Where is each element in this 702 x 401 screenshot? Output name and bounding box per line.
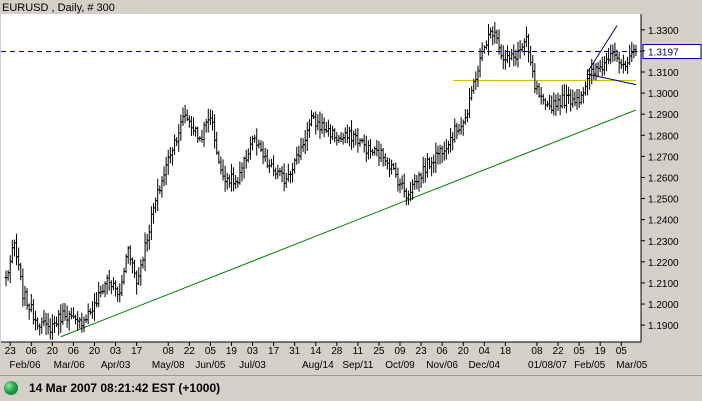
status-timestamp: 14 Mar 2007 08:21:42 EST (+1000) [29,381,221,395]
x-tick-label: 09 [394,346,406,357]
x-tick-label: 05 [574,346,586,357]
x-tick-label: 18 [500,346,512,357]
chart-title: EURUSD , Daily, # 300 [2,2,115,14]
x-month-label: Feb/05 [574,360,606,371]
price-bars [4,22,638,341]
x-tick-label: 23 [5,346,17,357]
x-month-label: Nov/06 [426,360,458,371]
y-tick-label: 1.2100 [648,279,679,290]
x-tick-label: 05 [616,346,628,357]
x-tick-label: 04 [479,346,491,357]
x-month-label: 01/08/07 [528,360,567,371]
x-tick-label: 20 [458,346,470,357]
y-tick-label: 1.3000 [648,89,679,100]
y-tick-label: 1.2500 [648,195,679,206]
x-tick-label: 28 [331,346,343,357]
x-tick-label: 19 [226,346,238,357]
y-tick-label: 1.2700 [648,152,679,163]
y-tick-label: 1.3300 [648,26,679,37]
x-month-label: Aug/14 [302,360,334,371]
trend-line-uptrend [60,109,637,338]
x-tick-label: 22 [552,346,564,357]
x-tick-label: 19 [595,346,607,357]
y-tick-label: 1.3100 [648,68,679,79]
x-tick-label: 23 [416,346,428,357]
current-price-label-box [642,44,702,60]
x-month-label: Oct/09 [385,360,415,371]
x-tick-label: 25 [373,346,385,357]
y-tick-label: 1.2900 [648,110,679,121]
x-tick-label: 06 [26,346,38,357]
x-tick-label: 31 [289,346,301,357]
x-month-label: Jun/05 [195,360,225,371]
y-tick-label: 1.2000 [648,300,679,311]
x-tick-label: 03 [247,346,259,357]
y-tick-label: 1.2400 [648,216,679,227]
x-tick-label: 17 [268,346,280,357]
x-tick-label: 03 [110,346,122,357]
current-price-marker: 1.3197 [1,44,702,60]
plot-area [1,14,641,342]
price-bar [634,45,638,56]
x-month-label: Mar/06 [54,360,86,371]
y-tick-label: 1.2600 [648,173,679,184]
x-tick-label: 11 [353,346,364,357]
x-tick-label: 08 [163,346,175,357]
current-price-label: 1.3197 [648,48,679,59]
x-month-label: Dec/04 [468,360,500,371]
x-tick-label: 22 [184,346,196,357]
x-month-label: Apr/03 [101,360,131,371]
x-month-label: Sep/11 [342,360,373,371]
x-tick-label: 08 [531,346,543,357]
y-tick-label: 1.2300 [648,237,679,248]
x-tick-label: 06 [68,346,80,357]
x-month-label: Jul/03 [239,360,266,371]
y-axis: 1.1900 1.2000 1.2100 1.2200 1.2300 1.2400 1.25… [641,26,679,332]
y-tick-label: 1.2800 [648,131,679,142]
green-status-icon [4,381,18,395]
x-tick-label: 17 [131,346,143,357]
x-month-label: Feb/06 [9,360,41,371]
x-month-label: May/08 [152,360,185,371]
status-bar: 14 Mar 2007 08:21:42 EST (+1000) [0,375,702,401]
x-tick-label: 05 [205,346,217,357]
x-tick-label: 06 [437,346,449,357]
y-tick-label: 1.2200 [648,258,679,269]
x-axis: 23 06 20 06 20 03 17 08 22 05 19 03 17 31 14 28 11 25 09 23… [5,342,648,371]
trend-line-wedge-upper [587,25,618,73]
price-chart[interactable]: EURUSD , Daily, # 300 1.3197 1.1900 1.200… [0,0,702,375]
x-month-label: Mar/05 [616,360,648,371]
x-tick-label: 14 [310,346,322,357]
y-tick-label: 1.1900 [648,321,679,332]
x-tick-label: 20 [47,346,59,357]
x-tick-label: 20 [89,346,101,357]
